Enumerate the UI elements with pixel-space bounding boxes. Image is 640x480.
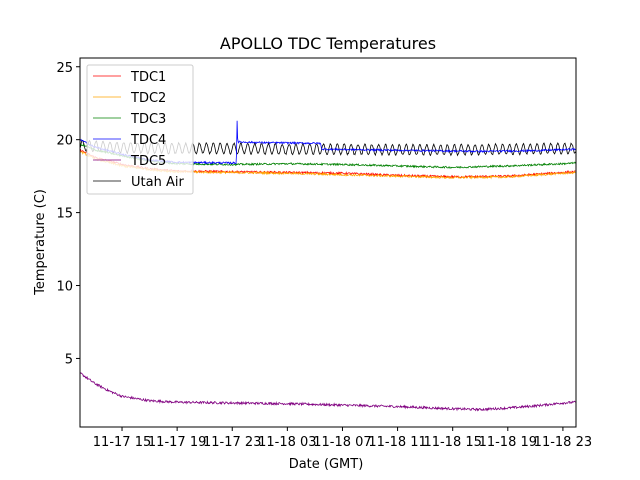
chart-title: APOLLO TDC Temperatures [220,34,436,53]
y-tick-label: 20 [56,134,73,149]
x-tick-label: 11-18 03 [258,435,316,450]
legend-item: Utah Air [93,175,184,190]
legend-item: TDC2 [93,91,166,106]
legend-label: TDC2 [130,91,166,106]
legend-label: TDC3 [130,112,166,127]
x-axis-label: Date (GMT) [289,457,364,472]
legend-label: Utah Air [131,175,184,190]
legend-item: TDC4 [93,133,166,148]
legend-item: TDC1 [93,70,166,85]
x-tick-label: 11-18 23 [534,435,592,450]
legend-item: TDC3 [93,112,166,127]
y-axis: 5 10 15 20 25 [56,61,80,367]
legend: TDC1 TDC2 TDC3 TDC4 TDC5 Utah Air [86,64,194,195]
x-tick-label: 11-18 19 [479,435,537,450]
legend-label: TDC5 [130,154,166,169]
x-tick-label: 11-18 07 [313,435,371,450]
x-tick-label: 11-17 15 [93,435,151,450]
y-axis-label: Temperature (C) [33,189,48,296]
y-tick-label: 5 [65,352,73,367]
x-tick-label: 11-17 23 [203,435,261,450]
plot-frame [79,57,577,428]
x-tick-label: 11-17 19 [148,435,206,450]
x-tick-label: 11-18 11 [368,435,426,450]
series-line-tdc5 [80,371,576,412]
y-tick-label: 15 [56,207,73,222]
x-tick-label: 11-18 15 [423,435,481,450]
legend-label: TDC1 [130,70,166,85]
legend-label: TDC4 [130,133,166,148]
y-tick-label: 25 [56,61,73,76]
y-tick-label: 10 [56,280,73,295]
legend-item: TDC5 [93,154,166,169]
